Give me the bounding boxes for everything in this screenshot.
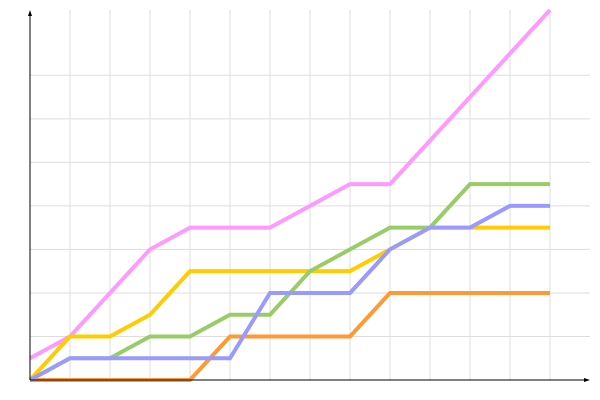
axes <box>28 10 590 382</box>
y-axis-arrow-icon <box>28 10 32 16</box>
series-group <box>28 8 552 382</box>
series-line-5 <box>29 203 550 382</box>
series-line-4 <box>29 182 550 382</box>
grid <box>30 10 590 380</box>
x-axis-arrow-icon <box>584 378 590 382</box>
series-line-1 <box>29 8 552 360</box>
